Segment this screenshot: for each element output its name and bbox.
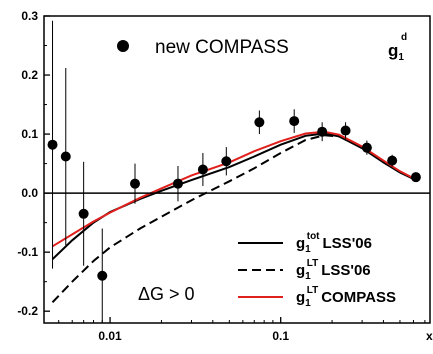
data-points-group: [47, 20, 421, 323]
data-point: [254, 117, 265, 128]
x-tick-label: 0.1: [272, 329, 289, 343]
data-point: [97, 270, 108, 281]
data-point: [340, 125, 351, 136]
data-point: [361, 142, 372, 153]
y-tick-label: 0.1: [21, 127, 38, 141]
data-point: [410, 172, 421, 183]
axes-group: -0.2 -0.1 0.0 0.1 0.2 0.3 0.01 0.1 x: [17, 9, 433, 343]
x-tick-label: 0.01: [98, 329, 122, 343]
y-tick-label: 0.3: [21, 9, 38, 23]
data-point: [47, 139, 58, 150]
data-point: [172, 178, 183, 189]
legend-label-new-compass: new COMPASS: [155, 37, 289, 58]
delta-g-annotation: ΔG > 0: [138, 284, 195, 304]
y-tick-label: -0.2: [17, 304, 38, 318]
y-tick-label: 0.2: [21, 68, 38, 82]
x-axis-label: x: [426, 329, 433, 343]
data-point: [289, 116, 300, 127]
curve-legend: g1tot LSS'06 g1LT LSS'06 g1LT COMPASS: [238, 231, 396, 309]
y-tick-label: -0.1: [17, 245, 38, 259]
data-point: [60, 151, 71, 162]
data-point: [317, 126, 328, 137]
legend-marker-new-compass: [117, 40, 129, 52]
data-point: [130, 178, 141, 189]
panel-label: g1d: [388, 32, 407, 63]
y-tick-label: 0.0: [21, 186, 38, 200]
plot-frame: [43, 15, 431, 324]
legend-label-g1lt-compass: g1LT COMPASS: [296, 285, 396, 309]
data-point: [387, 155, 398, 166]
data-point: [221, 156, 232, 167]
legend-label-g1tot: g1tot LSS'06: [296, 231, 372, 255]
data-point: [197, 164, 208, 175]
data-point: [78, 208, 89, 219]
legend-label-g1lt-lss: g1LT LSS'06: [296, 258, 371, 282]
